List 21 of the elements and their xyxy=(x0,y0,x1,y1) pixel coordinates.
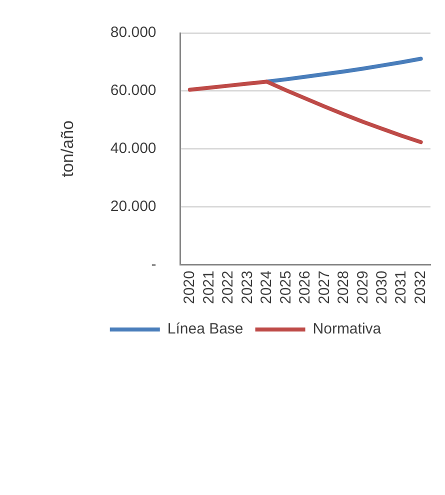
legend-label: Normativa xyxy=(312,320,382,338)
x-tick-label: 2026 xyxy=(296,270,314,304)
x-tick-label: 2023 xyxy=(238,270,256,304)
x-tick-label: 2021 xyxy=(200,270,218,304)
y-tick-label: - xyxy=(151,256,156,273)
x-tick-label: 2024 xyxy=(258,270,276,304)
x-tick-label: 2027 xyxy=(316,270,333,304)
x-tick-label: 2030 xyxy=(373,270,390,304)
x-tick-label: 2032 xyxy=(412,270,429,304)
y-tick-label: 40.000 xyxy=(110,140,156,157)
x-tick-label: 2031 xyxy=(392,270,410,304)
x-tick-label: 2025 xyxy=(277,270,294,304)
y-tick-label: 80.000 xyxy=(110,24,156,42)
y-axis-title: ton/año xyxy=(58,120,77,178)
x-tick-label: 2029 xyxy=(354,270,372,304)
y-tick-label: 60.000 xyxy=(110,82,156,100)
x-tick-label: 2020 xyxy=(181,270,198,304)
x-tick-label: 2028 xyxy=(335,270,352,304)
x-tick-label: 2022 xyxy=(220,270,237,304)
y-tick-label: 20.000 xyxy=(110,198,156,215)
legend-label: Línea Base xyxy=(167,320,244,338)
